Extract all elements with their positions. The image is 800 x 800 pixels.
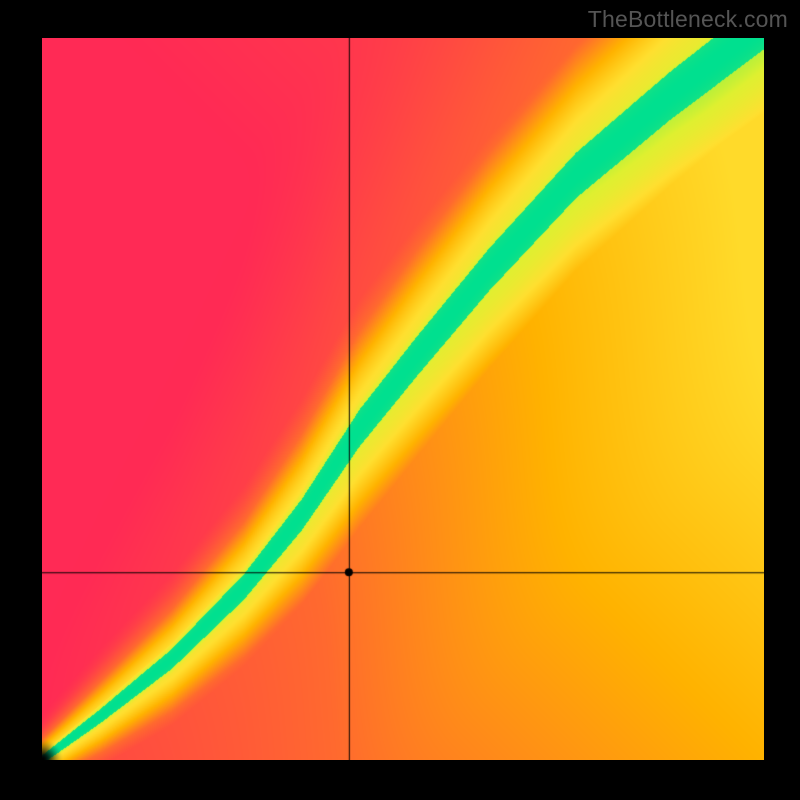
chart-container: TheBottleneck.com (0, 0, 800, 800)
crosshair-overlay (42, 38, 764, 760)
watermark-text: TheBottleneck.com (588, 6, 788, 33)
